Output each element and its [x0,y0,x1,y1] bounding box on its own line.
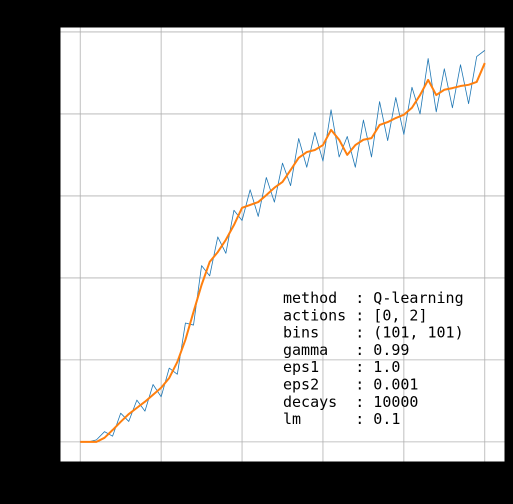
series-line [80,62,486,443]
plot-area [60,27,505,462]
annotation-line: gamma : 0.99 [283,341,409,359]
annotation-line: actions : [0, 2] [283,306,428,324]
annotation-line: eps1 : 1.0 [283,358,400,376]
grid [60,27,505,462]
annotation-line: method : Q-learning [283,289,464,307]
annotation-line: bins : (101, 101) [283,324,464,342]
series-line [80,50,486,443]
annotation-line: decays : 10000 [283,393,418,411]
annotation-line: eps2 : 0.001 [283,376,418,394]
frame [59,26,506,463]
lines [80,50,486,443]
annotation-line: lm : 0.1 [283,410,400,428]
